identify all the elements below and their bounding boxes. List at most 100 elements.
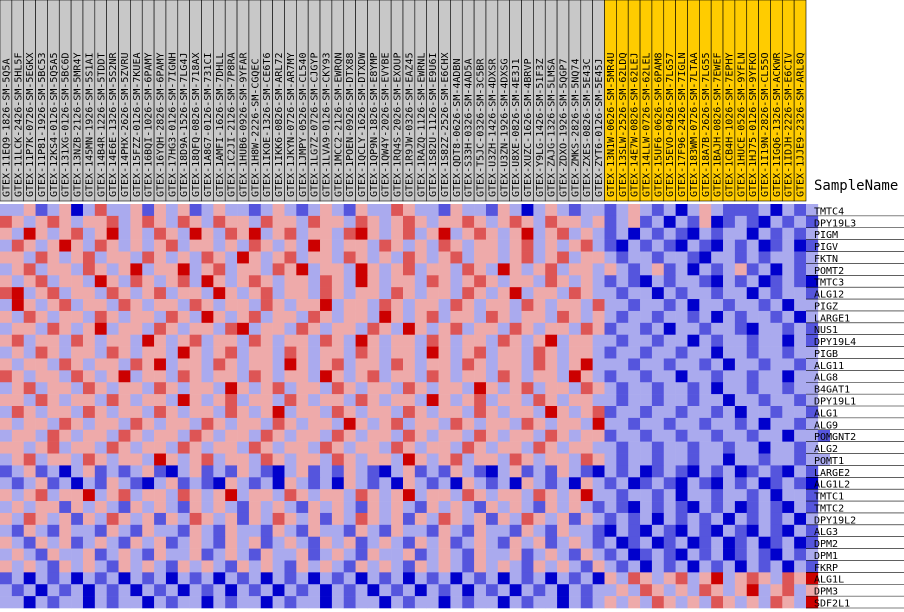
heatmap-cell xyxy=(225,429,238,442)
heatmap-cell xyxy=(675,382,688,395)
heatmap-cell xyxy=(806,512,819,526)
heatmap-cell xyxy=(557,239,570,252)
heatmap-cell xyxy=(711,227,724,240)
heatmap-cell xyxy=(379,215,392,229)
heatmap-cell xyxy=(213,406,226,419)
heatmap-cell xyxy=(272,524,285,537)
heatmap-cell xyxy=(663,322,676,335)
heatmap-cell xyxy=(0,536,13,549)
heatmap-cell xyxy=(770,536,783,549)
sample-header-cells xyxy=(0,0,807,202)
heatmap-cell xyxy=(308,477,321,490)
heatmap-cell xyxy=(355,251,368,264)
heatmap-cell xyxy=(699,239,712,252)
heatmap-cell xyxy=(509,584,522,597)
heatmap-cell xyxy=(225,227,238,240)
sample-label: GTEX-14LLW-0726-SM-62LEL xyxy=(641,53,652,198)
heatmap-cell xyxy=(746,346,759,359)
heatmap-cell xyxy=(142,215,155,229)
sample-label: GTEX-1HUB6-0926-SM-9YFAR xyxy=(238,52,249,197)
heatmap-cell xyxy=(189,215,202,229)
heatmap-cell xyxy=(545,275,558,288)
sample-label: GTEX-1S82Z-2526-SM-E6CHX xyxy=(440,53,451,198)
heatmap-cell xyxy=(521,477,534,490)
heatmap-cell xyxy=(47,251,60,264)
heatmap-cell xyxy=(794,524,807,537)
heatmap-cell xyxy=(154,429,167,442)
heatmap-cell xyxy=(71,370,84,383)
sample-label: GTEX-11LCK-2426-SM-5HL5F xyxy=(13,53,24,198)
heatmap-cell xyxy=(379,322,392,335)
heatmap-cell xyxy=(260,346,273,359)
heatmap-cell xyxy=(320,429,333,442)
heatmap-cell xyxy=(616,584,629,597)
heatmap-cell xyxy=(308,370,321,383)
heatmap-cell xyxy=(225,477,238,490)
heatmap-cell xyxy=(509,596,522,609)
heatmap-cell xyxy=(497,548,510,561)
heatmap-cell xyxy=(687,584,700,597)
heatmap-cell xyxy=(758,596,771,609)
heatmap-cell xyxy=(0,382,13,395)
gene-label: ALG1L xyxy=(814,575,844,586)
heatmap-cell xyxy=(521,536,534,549)
heatmap-cell xyxy=(201,524,214,537)
heatmap-cell xyxy=(450,334,463,347)
heatmap-cell xyxy=(201,275,214,288)
heatmap-cell xyxy=(604,501,617,514)
heatmap-cell xyxy=(47,453,60,466)
heatmap-cell xyxy=(462,310,475,324)
heatmap-cell xyxy=(248,251,262,264)
heatmap-cell xyxy=(284,441,297,454)
heatmap-cell xyxy=(213,429,226,442)
heatmap-cell xyxy=(379,560,392,573)
heatmap-cell xyxy=(557,406,570,419)
heatmap-cell xyxy=(189,370,202,383)
heatmap-cell xyxy=(106,501,119,514)
heatmap-cell xyxy=(343,370,356,383)
heatmap-cell xyxy=(474,512,487,526)
heatmap-cell xyxy=(414,275,427,288)
heatmap-cell xyxy=(711,299,724,312)
heatmap-cell xyxy=(557,572,570,585)
heatmap-cell xyxy=(604,370,617,383)
heatmap-cell xyxy=(355,524,368,537)
heatmap-cell xyxy=(260,204,273,217)
heatmap-cell xyxy=(557,524,570,537)
heatmap-cell xyxy=(438,287,451,300)
heatmap-cell xyxy=(746,227,759,240)
heatmap-cell xyxy=(687,501,700,514)
heatmap-cell xyxy=(533,596,546,609)
heatmap-cell xyxy=(260,501,273,514)
heatmap-cell xyxy=(237,346,250,359)
heatmap-cell xyxy=(438,334,451,347)
heatmap-cell xyxy=(711,584,724,597)
heatmap-cell xyxy=(723,465,736,478)
heatmap-cell xyxy=(177,275,190,288)
heatmap-cell xyxy=(734,596,748,609)
heatmap-cell xyxy=(426,489,439,502)
heatmap-cell xyxy=(782,334,795,347)
heatmap-cell xyxy=(426,406,439,419)
heatmap-cell xyxy=(189,406,202,419)
heatmap-cell xyxy=(201,263,214,276)
heatmap-cell xyxy=(604,251,617,264)
heatmap-cell xyxy=(616,465,629,478)
heatmap-cell xyxy=(82,477,96,490)
heatmap-cell xyxy=(806,251,819,264)
heatmap-cell xyxy=(154,477,167,490)
heatmap-cell xyxy=(165,477,179,490)
heatmap-cell xyxy=(82,453,96,466)
heatmap-cell xyxy=(331,512,345,526)
heatmap-cell xyxy=(592,322,605,335)
heatmap-cell xyxy=(213,394,226,407)
heatmap-cell xyxy=(533,299,546,312)
heatmap-cell xyxy=(651,382,665,395)
heatmap-cell xyxy=(497,263,510,276)
heatmap-cell xyxy=(616,489,629,502)
heatmap-cell xyxy=(746,215,759,229)
heatmap-cell xyxy=(794,263,807,276)
heatmap-cell xyxy=(47,275,60,288)
heatmap-cell xyxy=(260,287,273,300)
heatmap-cell xyxy=(130,501,143,514)
